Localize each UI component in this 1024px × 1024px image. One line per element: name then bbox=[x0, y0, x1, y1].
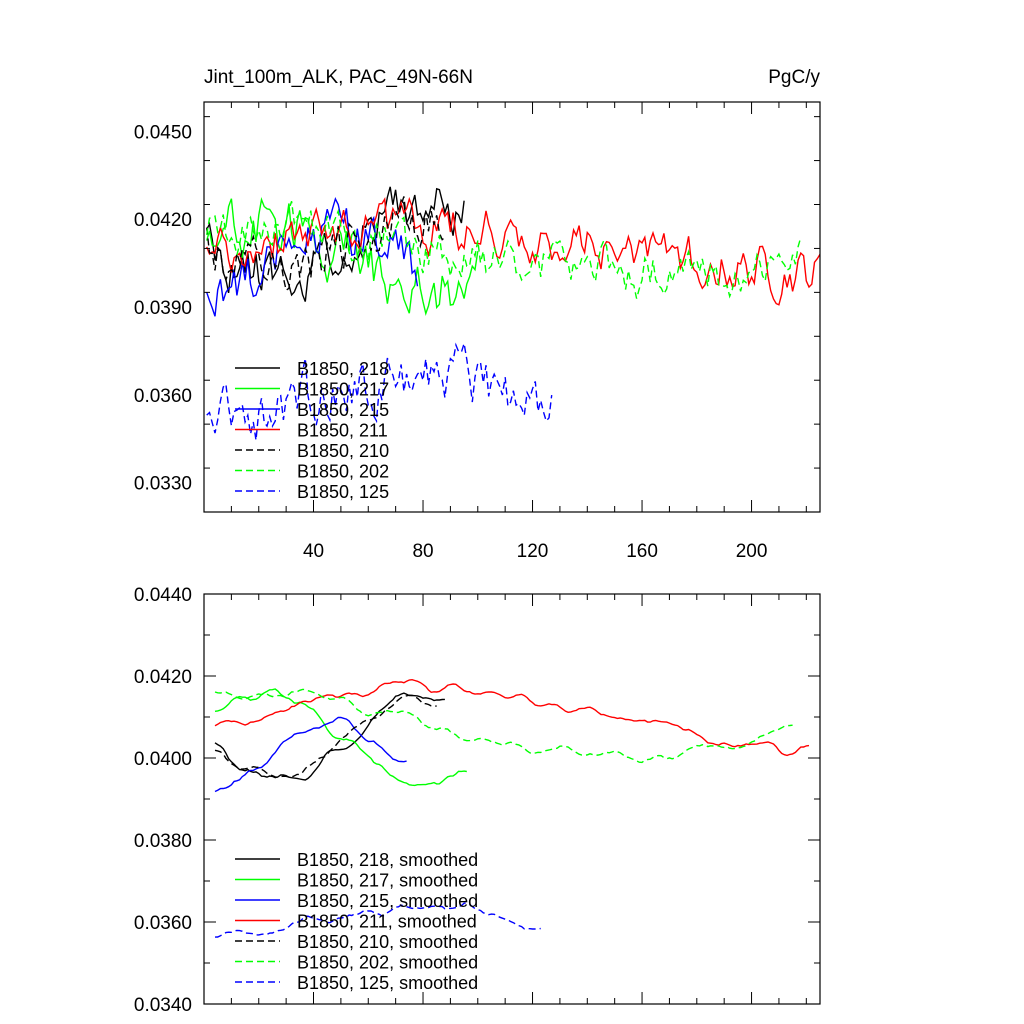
series-line-smoothed-2 bbox=[214, 716, 407, 793]
series-line-smoothed-1 bbox=[214, 688, 467, 787]
top-panel-plot: 0.0330 0.0360 0.0390 0.0420 0.0450 40 80 120 160… bbox=[134, 101, 821, 562]
series-line-smoothed-0 bbox=[214, 692, 445, 781]
series-line-4 bbox=[206, 196, 446, 292]
series-line-1 bbox=[206, 197, 479, 316]
y-tick-label: 0.0330 bbox=[134, 474, 192, 495]
series-line-smoothed-5 bbox=[214, 688, 793, 764]
legend-entry: B1850, 211, smoothed bbox=[297, 912, 477, 932]
x-tick-label: 160 bbox=[626, 541, 658, 562]
legend-entry: B1850, 218, smoothed bbox=[297, 850, 478, 870]
y-tick-label: 0.0420 bbox=[134, 667, 192, 688]
series-line-3 bbox=[206, 196, 820, 306]
y-tick-label: 0.0380 bbox=[134, 831, 192, 852]
series-line-5 bbox=[206, 200, 802, 299]
legend-entry: B1850, 218 bbox=[297, 359, 389, 379]
series-line-2 bbox=[206, 196, 419, 317]
bottom-panel-plot: 0.0340 0.0360 0.0380 0.0400 0.0420 0.0440 B185… bbox=[134, 585, 821, 1016]
y-tick-label: 0.0420 bbox=[134, 210, 192, 231]
legend-entry: B1850, 202 bbox=[297, 462, 389, 482]
legend-entry: B1850, 202, smoothed bbox=[297, 953, 478, 973]
legend-entry: B1850, 125, smoothed bbox=[297, 973, 478, 993]
x-tick-label: 120 bbox=[517, 541, 549, 562]
y-tick-label: 0.0360 bbox=[134, 913, 192, 934]
series-line-smoothed-6 bbox=[214, 902, 541, 938]
series-line-6 bbox=[206, 342, 553, 441]
y-tick-label: 0.0450 bbox=[134, 122, 192, 143]
legend-entry: B1850, 215 bbox=[297, 400, 389, 420]
legend-entry: B1850, 125 bbox=[297, 482, 389, 502]
legend-entry: B1850, 211 bbox=[297, 421, 388, 441]
x-tick-label: 80 bbox=[412, 541, 433, 562]
y-tick-label: 0.0440 bbox=[134, 585, 192, 606]
y-tick-label: 0.0390 bbox=[134, 298, 192, 319]
y-tick-label: 0.0360 bbox=[134, 386, 192, 407]
legend-entry: B1850, 217, smoothed bbox=[297, 871, 478, 891]
legend-entry: B1850, 215, smoothed bbox=[297, 891, 478, 911]
chart-title: Jint_100m_ALK, PAC_49N-66N bbox=[204, 67, 473, 88]
plot-frame bbox=[203, 101, 821, 513]
series-line-smoothed-3 bbox=[214, 678, 810, 757]
x-tick-label: 200 bbox=[736, 541, 768, 562]
y-tick-label: 0.0340 bbox=[134, 995, 192, 1016]
x-tick-label: 40 bbox=[303, 541, 324, 562]
series-line-smoothed-4 bbox=[214, 694, 437, 779]
legend-entry: B1850, 210, smoothed bbox=[297, 932, 478, 952]
legend-entry: B1850, 210 bbox=[297, 441, 389, 461]
y-tick-label: 0.0400 bbox=[134, 749, 192, 770]
legend-entry: B1850, 217 bbox=[297, 380, 389, 400]
chart-units-label: PgC/y bbox=[768, 67, 820, 88]
